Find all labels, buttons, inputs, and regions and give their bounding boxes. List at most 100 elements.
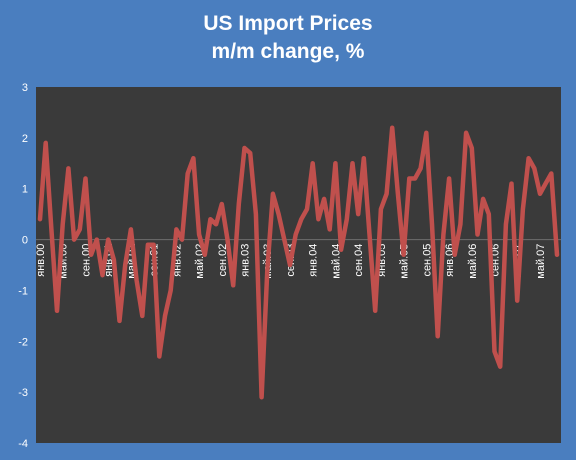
data-point <box>55 309 59 313</box>
data-point <box>373 309 377 313</box>
data-point <box>197 232 201 236</box>
y-tick-label: 1 <box>22 184 28 196</box>
data-point <box>140 314 144 318</box>
data-point <box>527 156 531 160</box>
data-point <box>260 395 264 399</box>
data-point <box>265 268 269 272</box>
data-point <box>254 212 258 216</box>
data-point <box>430 222 434 226</box>
chart-title-line1: US Import Prices <box>203 12 373 35</box>
data-point <box>396 192 400 196</box>
y-tick-label: -1 <box>18 285 28 297</box>
data-point <box>350 161 354 165</box>
y-tick-label: -2 <box>18 336 28 348</box>
data-point <box>100 273 104 277</box>
series-line <box>37 125 560 400</box>
data-point <box>328 227 332 231</box>
data-point <box>407 177 411 181</box>
x-tick-label: сен.02 <box>217 244 229 277</box>
data-point <box>294 232 298 236</box>
data-point <box>333 161 337 165</box>
data-point <box>186 171 190 175</box>
data-point <box>339 248 343 252</box>
data-point <box>152 243 156 247</box>
y-tick-label: -4 <box>18 438 28 450</box>
data-point <box>538 192 542 196</box>
data-point <box>345 217 349 221</box>
data-point <box>243 146 247 150</box>
data-point <box>95 238 99 242</box>
data-point <box>237 202 241 206</box>
data-point <box>112 258 116 262</box>
data-point <box>135 278 139 282</box>
data-point <box>44 141 48 145</box>
data-point <box>424 131 428 135</box>
x-tick-label: янв.04 <box>308 244 320 277</box>
data-point <box>487 212 491 216</box>
x-tick-label: янв.00 <box>35 244 47 277</box>
data-point <box>322 197 326 201</box>
data-point <box>464 131 468 135</box>
data-point <box>362 156 366 160</box>
chart-title-line2: m/m change, % <box>211 40 365 63</box>
data-point <box>475 232 479 236</box>
data-point <box>436 334 440 338</box>
data-point <box>118 319 122 323</box>
data-point <box>49 227 53 231</box>
data-point <box>203 253 207 257</box>
x-tick-label: май.06 <box>467 244 479 279</box>
data-point <box>419 166 423 170</box>
data-point <box>504 222 508 226</box>
data-point <box>277 212 281 216</box>
data-point <box>515 299 519 303</box>
data-point <box>129 227 133 231</box>
x-tick-label: май.04 <box>330 244 342 279</box>
data-point <box>89 253 93 257</box>
data-point <box>248 151 252 155</box>
data-point <box>72 238 76 242</box>
data-point <box>544 182 548 186</box>
data-point <box>169 288 173 292</box>
data-point <box>61 222 65 226</box>
data-point <box>282 238 286 242</box>
data-point <box>481 197 485 201</box>
data-point <box>146 243 150 247</box>
data-point <box>498 365 502 369</box>
data-point <box>316 217 320 221</box>
x-tick-label: май.07 <box>535 244 547 279</box>
data-point <box>231 283 235 287</box>
data-point <box>299 217 303 221</box>
data-point <box>78 227 82 231</box>
data-point <box>470 146 474 150</box>
data-point <box>549 171 553 175</box>
data-point <box>106 238 110 242</box>
data-point <box>368 232 372 236</box>
y-tick-label: 3 <box>22 82 28 94</box>
data-point <box>123 263 127 267</box>
data-point <box>66 166 70 170</box>
data-point <box>385 192 389 196</box>
chart-title: US Import Prices m/m change, % <box>0 10 576 66</box>
y-tick-label: -3 <box>18 387 28 399</box>
data-point <box>379 207 383 211</box>
data-point <box>163 314 167 318</box>
data-point <box>38 217 42 221</box>
x-tick-label: сен.04 <box>353 244 365 277</box>
data-point <box>288 263 292 267</box>
data-point <box>453 253 457 257</box>
data-point <box>521 207 525 211</box>
data-point <box>305 207 309 211</box>
x-tick-label: янв.03 <box>240 244 252 277</box>
y-tick-label: 0 <box>22 235 28 247</box>
data-point <box>157 355 161 359</box>
data-point <box>180 238 184 242</box>
data-point <box>555 253 559 257</box>
data-point <box>214 222 218 226</box>
y-tick-label: 2 <box>22 133 28 145</box>
data-point <box>447 177 451 181</box>
data-point <box>208 217 212 221</box>
data-point <box>493 349 497 353</box>
data-point <box>390 126 394 130</box>
